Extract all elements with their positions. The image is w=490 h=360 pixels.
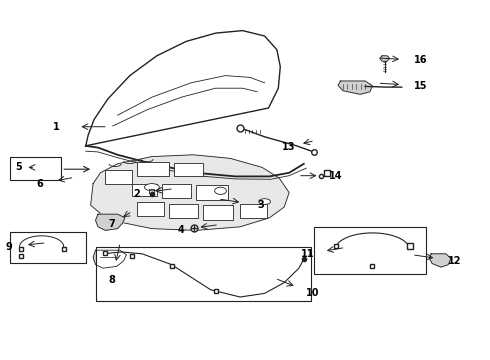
Text: 7: 7 bbox=[108, 219, 115, 229]
Polygon shape bbox=[96, 214, 125, 230]
Polygon shape bbox=[429, 254, 451, 267]
Bar bbox=[162, 184, 191, 198]
Bar bbox=[132, 184, 157, 196]
Bar bbox=[10, 157, 61, 180]
Text: 11: 11 bbox=[301, 249, 315, 259]
Ellipse shape bbox=[145, 184, 159, 191]
Text: 12: 12 bbox=[448, 256, 462, 266]
Text: 15: 15 bbox=[414, 81, 427, 91]
Text: 1: 1 bbox=[53, 122, 60, 132]
Bar bbox=[169, 204, 198, 218]
Text: 13: 13 bbox=[282, 142, 296, 152]
Bar bbox=[196, 185, 228, 200]
Bar bbox=[137, 162, 169, 176]
Bar bbox=[105, 170, 132, 184]
Text: 5: 5 bbox=[15, 162, 22, 172]
Polygon shape bbox=[338, 81, 372, 94]
Bar bbox=[10, 232, 86, 263]
Text: 3: 3 bbox=[257, 200, 264, 210]
Polygon shape bbox=[86, 31, 280, 146]
Text: 6: 6 bbox=[37, 179, 44, 189]
Bar bbox=[96, 247, 311, 301]
Text: 2: 2 bbox=[133, 189, 140, 199]
Bar bbox=[203, 205, 233, 220]
Text: 16: 16 bbox=[414, 55, 427, 66]
Text: 4: 4 bbox=[178, 225, 185, 235]
Polygon shape bbox=[91, 155, 289, 230]
Ellipse shape bbox=[215, 187, 226, 194]
Text: 8: 8 bbox=[108, 275, 115, 285]
Bar bbox=[137, 202, 164, 216]
Bar bbox=[240, 204, 267, 218]
Bar bbox=[314, 227, 426, 274]
Text: 10: 10 bbox=[306, 288, 319, 298]
Text: 9: 9 bbox=[5, 242, 12, 252]
Bar bbox=[174, 163, 203, 176]
Ellipse shape bbox=[259, 199, 270, 204]
Polygon shape bbox=[93, 250, 126, 268]
Polygon shape bbox=[380, 56, 390, 61]
Text: 14: 14 bbox=[329, 171, 343, 181]
